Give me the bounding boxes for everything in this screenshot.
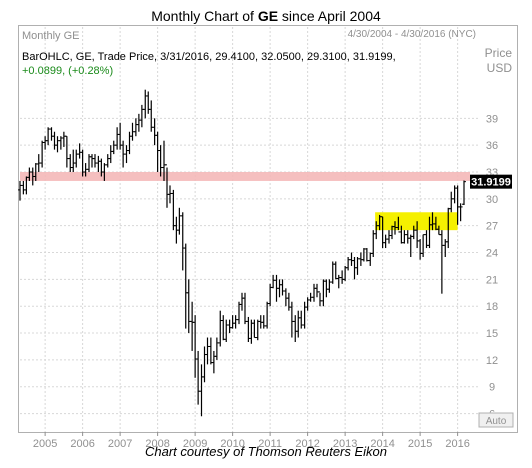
x-tick-label: 2016 (445, 438, 469, 450)
x-tick-label: 2008 (145, 438, 169, 450)
price-axis-label-price: Price (485, 46, 513, 60)
x-tick-label: 2014 (370, 438, 394, 450)
chart-title-prefix: Monthly Chart of (151, 8, 258, 24)
y-tick-label: 24 (486, 248, 498, 260)
ohlc-chart: 6912151821242730333639 20052006200720082… (18, 25, 518, 450)
x-tick-label: 2013 (333, 438, 357, 450)
y-tick-label: 36 (486, 140, 498, 152)
auto-scale-label: Auto (486, 416, 507, 427)
legend-change-values: +0.0899, (+0.28%) (22, 65, 113, 77)
y-tick-label: 21 (486, 274, 498, 286)
x-tick-label: 2012 (295, 438, 319, 450)
chart-title: Monthly Chart of GE since April 2004 (0, 8, 532, 24)
price-axis-label-currency: USD (487, 61, 513, 75)
y-tick-label: 9 (489, 382, 495, 394)
ohlc-bar (462, 180, 466, 206)
y-tick-label: 39 (486, 113, 498, 125)
auto-scale-button[interactable] (478, 412, 514, 428)
y-tick-label: 18 (486, 301, 498, 313)
ohlc-bars (18, 89, 466, 417)
x-tick-label: 2006 (70, 438, 94, 450)
support-band (375, 212, 458, 231)
band-layer (20, 172, 470, 231)
y-tick-label: 30 (486, 194, 498, 206)
ohlc-bar (458, 203, 463, 222)
x-tick-label: 2011 (258, 438, 282, 450)
last-price-label: 31.9199 (471, 177, 511, 189)
date-range-label: 4/30/2004 - 4/30/2016 (NYC) (348, 29, 476, 40)
chart-frame: 6912151821242730333639 20052006200720082… (18, 25, 518, 455)
time-axis: 2005 2006 2007 2008 2009 2010 2011 2012 2013 2014… (33, 432, 470, 450)
chart-caption: Chart courtesy of Thomson Reuters Eikon (144, 444, 388, 459)
last-price-marker: 31.9199 (470, 174, 512, 189)
y-tick-label: 12 (486, 355, 498, 367)
x-tick-label: 2010 (220, 438, 244, 450)
x-tick-label: 2005 (33, 438, 57, 450)
last-price-box (470, 174, 512, 189)
legend-ohlc-values: BarOHLC, GE, Trade Price, 3/31/2016, 29.… (22, 51, 396, 63)
chart-title-suffix: since April 2004 (278, 8, 381, 24)
x-tick-label: 2015 (408, 438, 432, 450)
x-tick-label: 2009 (183, 438, 207, 450)
y-tick-label: 27 (486, 221, 498, 233)
series-label: Monthly GE (22, 30, 79, 42)
resistance-band (20, 172, 470, 181)
chart-title-symbol: GE (257, 8, 279, 24)
y-tick-label: 15 (486, 328, 498, 340)
x-tick-label: 2007 (108, 438, 132, 450)
